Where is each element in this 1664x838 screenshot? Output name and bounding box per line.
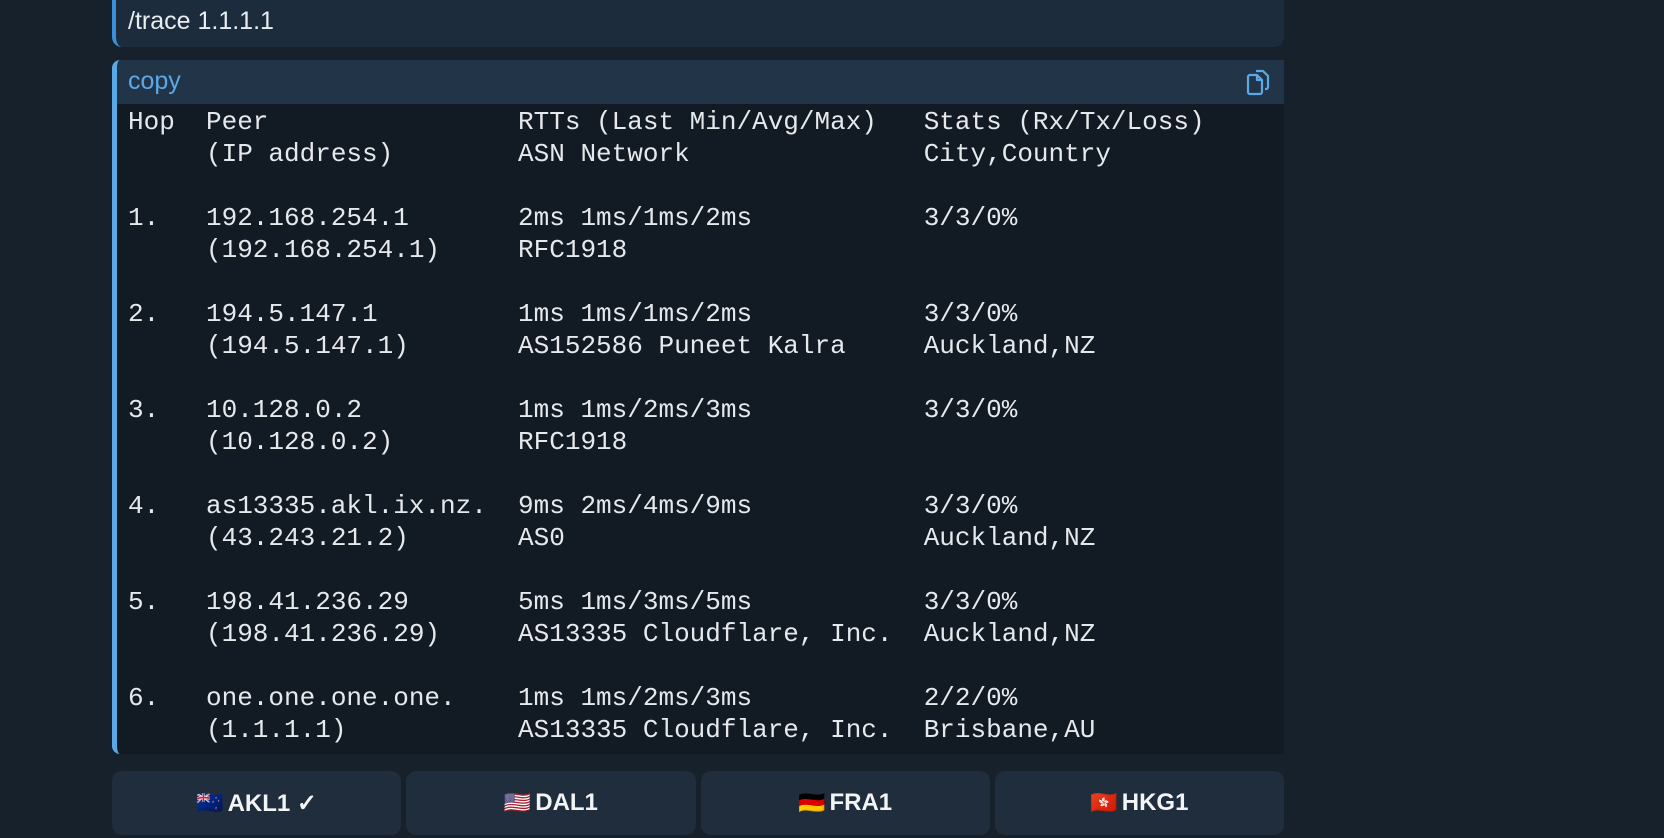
header-cell: City,Country — [923, 139, 1111, 169]
hop-hop: 2. — [128, 299, 160, 329]
hop-row: 6. one.one.one.one. 1ms 1ms/2ms/3ms 2/2/0% — [128, 682, 1236, 714]
location-button-akl1[interactable]: 🇳🇿 AKL1 ✓ — [112, 771, 402, 835]
hop-stats: 3/3/0% — [923, 395, 1018, 425]
hop-peer: one.one.one.one. — [206, 683, 456, 713]
location-button-fra1[interactable]: 🇩🇪 FRA1 — [700, 771, 990, 835]
hop-ip: (198.41.236.29) — [206, 619, 441, 649]
hop-stats: 2/2/0% — [923, 683, 1018, 713]
hop-peer: 192.168.254.1 — [206, 203, 409, 233]
hop-empty — [128, 618, 206, 650]
hop-peer: 10.128.0.2 — [206, 395, 363, 425]
hop-asn: RFC1918 — [518, 427, 628, 457]
hop-row: (1.1.1.1) AS13335 Cloudflare, Inc. Brisban… — [128, 714, 1236, 746]
location-button-hkg1[interactable]: 🇭🇰 HKG1 — [994, 771, 1284, 835]
trace-table: Hop Peer RTTs (Last Min/Avg/Max) Stats (… — [128, 106, 1236, 746]
hop-location: Auckland,NZ — [923, 523, 1096, 553]
hop-ip: (1.1.1.1) — [206, 715, 347, 745]
hop-location: Auckland,NZ — [923, 619, 1096, 649]
header-cell: (IP address) — [206, 139, 394, 169]
flag-icon: 🇺🇸 — [503, 790, 532, 815]
hop-hop: 4. — [128, 491, 160, 521]
hop-asn: RFC1918 — [518, 235, 628, 265]
header-row: (IP address) ASN Network City,Country — [128, 138, 1236, 170]
hop-ip: (10.128.0.2) — [206, 427, 394, 457]
hop-location: Brisbane,AU — [923, 715, 1096, 745]
hop-stats: 3/3/0% — [923, 587, 1018, 617]
hop-rtts: 1ms 1ms/1ms/2ms — [518, 299, 753, 329]
header-cell — [128, 138, 206, 170]
code-block-header: copy — [117, 60, 1284, 104]
hop-row: (43.243.21.2) AS0 Auckland,NZ — [128, 522, 1236, 554]
hop-ip: (43.243.21.2) — [206, 523, 409, 553]
button-label: FRA1 — [829, 789, 893, 816]
hop-row: 4. as13335.akl.ix.nz. 9ms 2ms/4ms/9ms 3/3/0… — [128, 490, 1236, 522]
spacer — [128, 266, 1236, 298]
copy-icon[interactable] — [1244, 67, 1274, 97]
hop-empty — [128, 714, 206, 746]
hop-rtts: 2ms 1ms/1ms/2ms — [518, 203, 753, 233]
code-language-label: copy — [128, 67, 181, 95]
hop-row: 2. 194.5.147.1 1ms 1ms/1ms/2ms 3/3/0% — [128, 298, 1236, 330]
spacer — [128, 458, 1236, 490]
hop-ip: (192.168.254.1) — [206, 235, 441, 265]
hop-peer: as13335.akl.ix.nz. — [206, 491, 487, 521]
header-cell: Hop — [128, 107, 175, 137]
header-row: Hop Peer RTTs (Last Min/Avg/Max) Stats (… — [128, 106, 1236, 138]
hop-hop: 1. — [128, 203, 160, 233]
header-cell: Peer — [206, 107, 269, 137]
hop-asn: AS0 — [518, 523, 565, 553]
hop-empty — [128, 522, 206, 554]
flag-icon: 🇭🇰 — [1090, 790, 1118, 815]
hop-peer: 198.41.236.29 — [206, 587, 409, 617]
hop-row: (194.5.147.1) AS152586 Puneet Kalra Auckla… — [128, 330, 1236, 362]
hop-hop: 6. — [128, 683, 160, 713]
button-label: AKL1 ✓ — [227, 789, 318, 817]
spacer — [128, 554, 1236, 586]
command-text: /trace 1.1.1.1 — [128, 7, 274, 35]
button-label: HKG1 — [1121, 789, 1189, 816]
hop-ip: (194.5.147.1) — [206, 331, 409, 361]
location-buttons: 🇳🇿 AKL1 ✓ 🇺🇸 DAL1 🇩🇪 FRA1 🇭🇰 HKG1 — [112, 771, 1284, 835]
hop-empty — [128, 426, 206, 458]
hop-row: (198.41.236.29) AS13335 Cloudflare, Inc. A… — [128, 618, 1236, 650]
hop-row: (10.128.0.2) RFC1918 — [128, 426, 1236, 458]
hop-stats: 3/3/0% — [923, 491, 1018, 521]
spacer — [128, 650, 1236, 682]
header-cell: RTTs (Last Min/Avg/Max) — [518, 107, 877, 137]
hop-row: 5. 198.41.236.29 5ms 1ms/3ms/5ms 3/3/0% — [128, 586, 1236, 618]
hop-peer: 194.5.147.1 — [206, 299, 378, 329]
hop-row: 1. 192.168.254.1 2ms 1ms/1ms/2ms 3/3/0% — [128, 202, 1236, 234]
flag-icon: 🇳🇿 — [196, 790, 224, 815]
command-message: 域名 /trace 1.1.1.1 — [112, 0, 1284, 47]
location-button-dal1[interactable]: 🇺🇸 DAL1 — [406, 771, 696, 835]
hop-stats: 3/3/0% — [923, 299, 1018, 329]
hop-asn: AS152586 Puneet Kalra — [518, 331, 846, 361]
previous-text: 域名 — [130, 0, 174, 4]
hop-hop: 3. — [128, 395, 160, 425]
hop-row: (192.168.254.1) RFC1918 — [128, 234, 1236, 266]
hop-rtts: 1ms 1ms/2ms/3ms — [518, 395, 753, 425]
hop-stats: 3/3/0% — [923, 203, 1018, 233]
button-label: DAL1 — [535, 789, 598, 816]
spacer — [128, 170, 1236, 202]
flag-icon: 🇩🇪 — [798, 790, 826, 815]
hop-empty — [128, 330, 206, 362]
header-cell: ASN Network — [518, 139, 690, 169]
hop-location — [924, 234, 1236, 266]
hop-row: 3. 10.128.0.2 1ms 1ms/2ms/3ms 3/3/0% — [128, 394, 1236, 426]
hop-location — [924, 426, 1236, 458]
header-cell: Stats (Rx/Tx/Loss) — [923, 107, 1205, 137]
hop-rtts: 9ms 2ms/4ms/9ms — [518, 491, 753, 521]
hop-location: Auckland,NZ — [923, 331, 1096, 361]
hop-rtts: 1ms 1ms/2ms/3ms — [518, 683, 753, 713]
hop-asn: AS13335 Cloudflare, Inc. — [518, 619, 893, 649]
hop-rtts: 5ms 1ms/3ms/5ms — [518, 587, 753, 617]
spacer — [128, 362, 1236, 394]
hop-asn: AS13335 Cloudflare, Inc. — [518, 715, 893, 745]
hop-hop: 5. — [128, 587, 160, 617]
trace-result-block: copy Hop Peer RTTs (Last Min/Avg/Max) St… — [112, 60, 1284, 754]
hop-empty — [128, 234, 206, 266]
